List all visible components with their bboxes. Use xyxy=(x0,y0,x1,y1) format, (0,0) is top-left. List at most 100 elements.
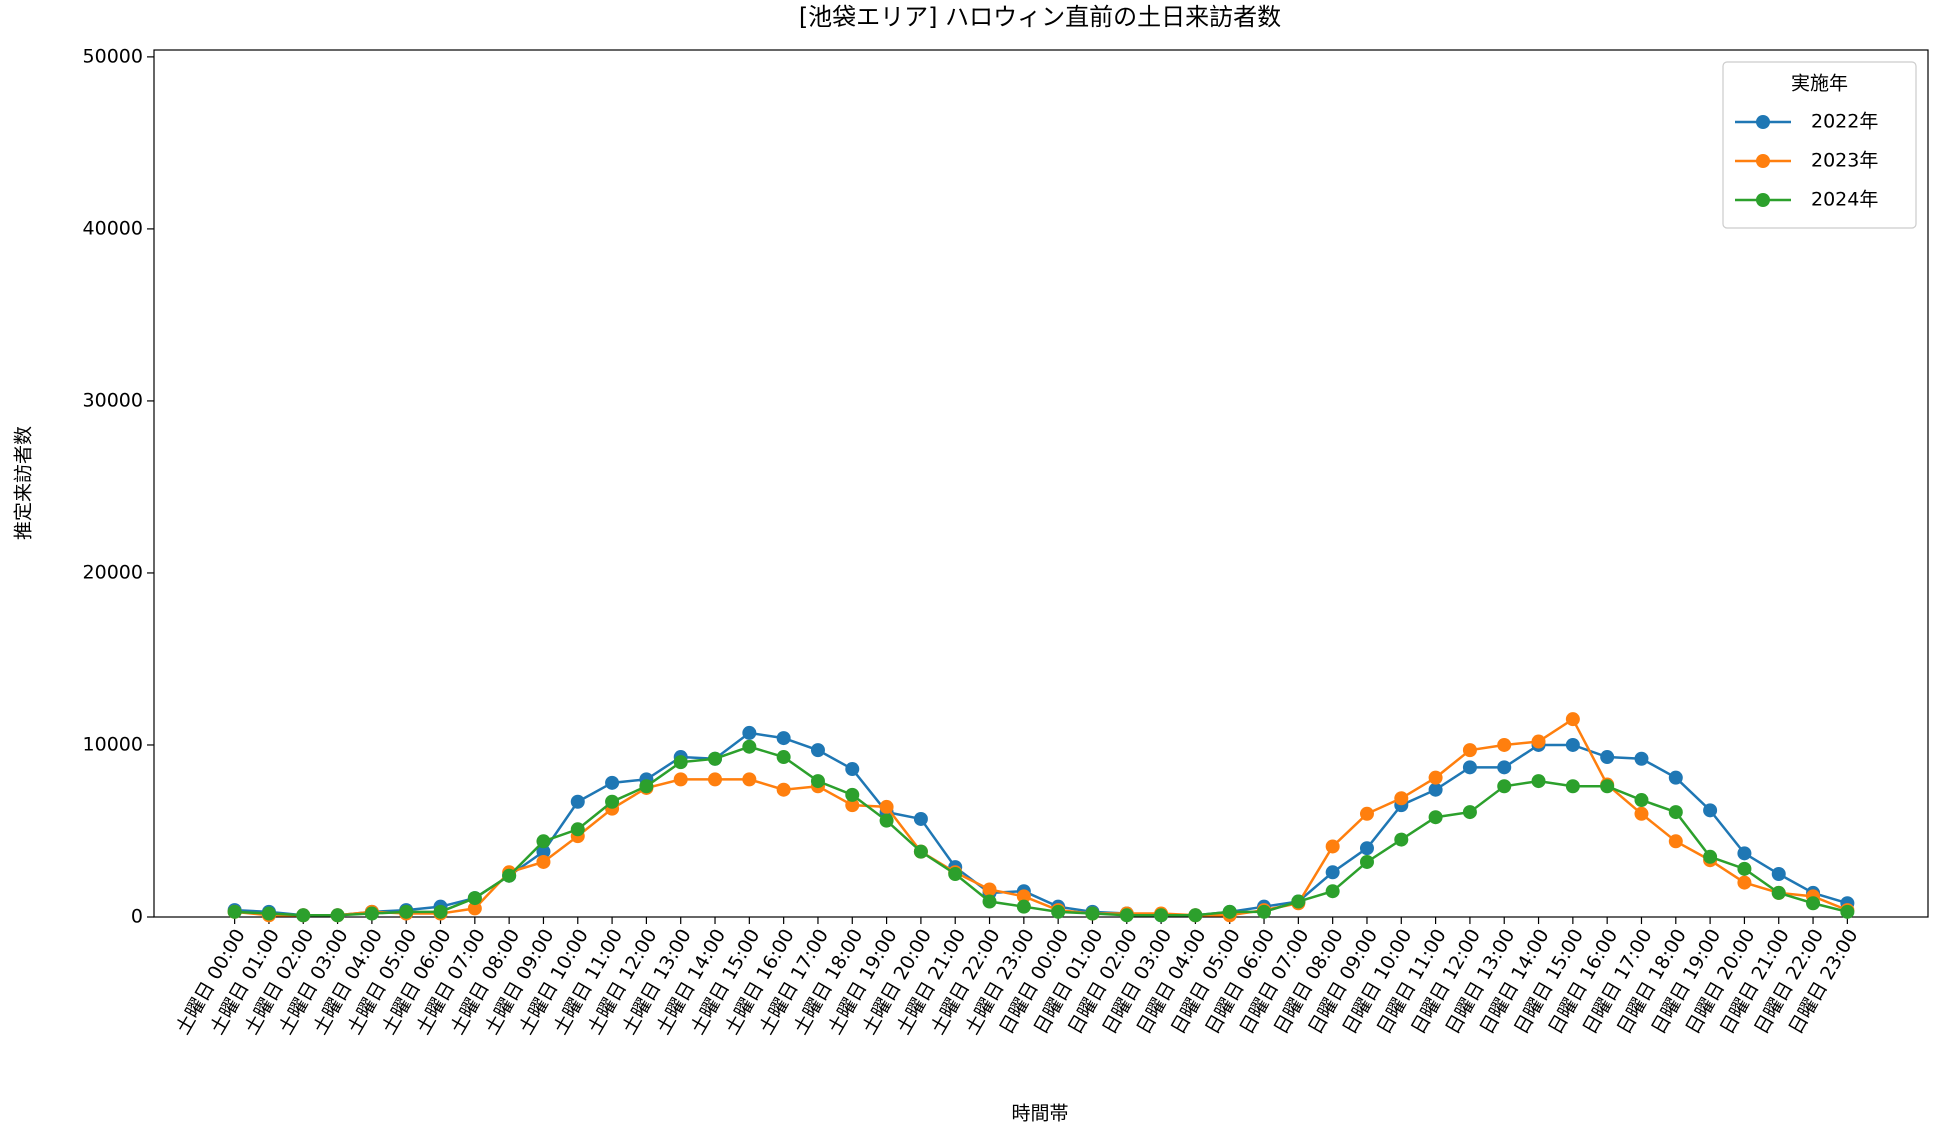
data-point xyxy=(1462,743,1477,758)
data-point xyxy=(1840,904,1855,919)
data-point xyxy=(605,775,620,790)
data-point xyxy=(776,731,791,746)
data-point xyxy=(1257,904,1272,919)
data-point xyxy=(570,822,585,837)
legend-marker xyxy=(1756,115,1770,129)
data-point xyxy=(536,834,551,849)
data-point xyxy=(1428,770,1443,785)
data-point xyxy=(1394,791,1409,806)
data-point xyxy=(1497,779,1512,794)
y-tick-label: 10000 xyxy=(83,733,143,755)
data-point xyxy=(810,774,825,789)
legend-label: 2022年 xyxy=(1811,111,1878,133)
data-point xyxy=(742,772,757,787)
data-point xyxy=(845,798,860,813)
data-point xyxy=(1737,875,1752,890)
data-point xyxy=(1462,805,1477,820)
data-point xyxy=(1806,896,1821,911)
data-point xyxy=(1188,908,1203,923)
data-point xyxy=(605,794,620,809)
data-point xyxy=(742,739,757,754)
data-point xyxy=(1703,849,1718,864)
data-point xyxy=(776,782,791,797)
data-point xyxy=(1668,834,1683,849)
data-point xyxy=(1154,908,1169,923)
data-point xyxy=(982,882,997,897)
data-point xyxy=(742,725,757,740)
data-point xyxy=(845,762,860,777)
data-point xyxy=(1359,841,1374,856)
data-point xyxy=(1634,793,1649,808)
legend-label: 2024年 xyxy=(1811,189,1878,211)
y-tick-label: 0 xyxy=(131,906,143,928)
data-point xyxy=(1325,865,1340,880)
data-point xyxy=(536,844,551,859)
data-point xyxy=(1085,906,1100,921)
y-tick-label: 40000 xyxy=(83,217,143,239)
data-point xyxy=(296,908,311,923)
data-point xyxy=(399,904,414,919)
data-point xyxy=(1428,810,1443,825)
data-point xyxy=(1359,854,1374,869)
data-point xyxy=(1771,885,1786,900)
data-point xyxy=(1737,861,1752,876)
data-point xyxy=(1462,760,1477,775)
legend-marker xyxy=(1756,154,1770,168)
data-point xyxy=(467,891,482,906)
legend-marker xyxy=(1756,193,1770,207)
legend-label: 2023年 xyxy=(1811,150,1878,172)
data-point xyxy=(1222,904,1237,919)
data-point xyxy=(1428,782,1443,797)
data-point xyxy=(1291,894,1306,909)
data-point xyxy=(913,844,928,859)
data-point xyxy=(708,772,723,787)
plot-frame xyxy=(153,49,1929,918)
data-point xyxy=(261,906,276,921)
data-point xyxy=(1737,846,1752,861)
data-point xyxy=(913,811,928,826)
data-point xyxy=(1703,803,1718,818)
data-point xyxy=(1394,832,1409,847)
data-point xyxy=(1359,806,1374,821)
data-point xyxy=(776,750,791,765)
data-point xyxy=(570,794,585,809)
data-point xyxy=(536,854,551,869)
data-point xyxy=(1016,899,1031,914)
y-axis-label: 推定来訪者数 xyxy=(13,426,35,540)
data-point xyxy=(879,813,894,828)
data-point xyxy=(1600,779,1615,794)
data-point xyxy=(1565,712,1580,727)
y-tick-label: 20000 xyxy=(83,561,143,583)
data-point xyxy=(1497,737,1512,752)
data-point xyxy=(1531,774,1546,789)
legend-title: 実施年 xyxy=(1791,73,1848,95)
data-point xyxy=(1565,779,1580,794)
data-point xyxy=(810,743,825,758)
data-point xyxy=(1497,760,1512,775)
data-point xyxy=(673,755,688,770)
data-point xyxy=(1600,750,1615,765)
data-point xyxy=(1531,734,1546,749)
data-point xyxy=(1325,884,1340,899)
data-point xyxy=(708,751,723,766)
data-point xyxy=(673,772,688,787)
data-point xyxy=(1634,806,1649,821)
y-tick-label: 30000 xyxy=(83,389,143,411)
x-axis-label: 時間帯 xyxy=(1011,1103,1068,1125)
data-point xyxy=(1668,805,1683,820)
data-point xyxy=(1565,737,1580,752)
data-point xyxy=(639,779,654,794)
data-point xyxy=(1119,908,1134,923)
data-point xyxy=(948,866,963,881)
data-point xyxy=(1325,839,1340,854)
data-point xyxy=(1771,866,1786,881)
data-point xyxy=(502,868,517,883)
data-point xyxy=(1668,770,1683,785)
series-line xyxy=(234,745,1848,917)
data-point xyxy=(1016,889,1031,904)
series-line xyxy=(234,717,1848,917)
data-point xyxy=(364,906,379,921)
data-point xyxy=(1634,751,1649,766)
chart-title: [池袋エリア] ハロウィン直前の土日来訪者数 xyxy=(799,3,1281,31)
